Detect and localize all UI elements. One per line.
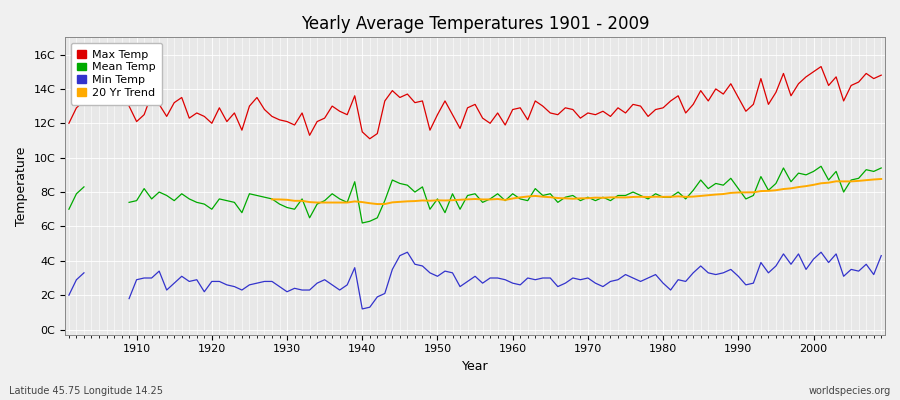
20 Yr Trend xyxy=(560,196,571,201)
Max Temp xyxy=(64,121,75,126)
Mean Temp xyxy=(342,200,353,205)
Min Temp xyxy=(297,288,308,292)
20 Yr Trend xyxy=(372,202,382,206)
20 Yr Trend xyxy=(748,190,759,195)
Mean Temp xyxy=(515,196,526,201)
Text: Latitude 45.75 Longitude 14.25: Latitude 45.75 Longitude 14.25 xyxy=(9,386,163,396)
Max Temp xyxy=(131,119,142,124)
Min Temp xyxy=(876,253,886,258)
X-axis label: Year: Year xyxy=(462,360,489,373)
Legend: Max Temp, Mean Temp, Min Temp, 20 Yr Trend: Max Temp, Mean Temp, Min Temp, 20 Yr Tre… xyxy=(71,43,162,104)
20 Yr Trend xyxy=(876,176,886,181)
20 Yr Trend xyxy=(417,198,428,203)
Min Temp xyxy=(342,282,353,287)
Mean Temp xyxy=(876,166,886,170)
Max Temp xyxy=(876,73,886,78)
Y-axis label: Temperature: Temperature xyxy=(15,146,28,226)
Max Temp xyxy=(297,110,308,115)
Mean Temp xyxy=(605,198,616,203)
20 Yr Trend xyxy=(266,197,277,202)
Line: 20 Yr Trend: 20 Yr Trend xyxy=(272,179,881,204)
Max Temp xyxy=(605,114,616,119)
20 Yr Trend xyxy=(447,198,458,203)
Min Temp xyxy=(64,293,75,298)
Min Temp xyxy=(605,279,616,284)
Mean Temp xyxy=(64,207,75,212)
Min Temp xyxy=(131,277,142,282)
Mean Temp xyxy=(297,196,308,201)
Mean Temp xyxy=(131,198,142,203)
Max Temp xyxy=(508,107,518,112)
Line: Mean Temp: Mean Temp xyxy=(69,166,881,223)
20 Yr Trend xyxy=(439,198,450,203)
Max Temp xyxy=(515,106,526,110)
Line: Max Temp: Max Temp xyxy=(69,66,881,139)
Line: Min Temp: Min Temp xyxy=(69,252,881,309)
20 Yr Trend xyxy=(763,188,774,193)
Title: Yearly Average Temperatures 1901 - 2009: Yearly Average Temperatures 1901 - 2009 xyxy=(301,15,649,33)
Text: worldspecies.org: worldspecies.org xyxy=(809,386,891,396)
Max Temp xyxy=(342,112,353,117)
Mean Temp xyxy=(508,191,518,196)
Min Temp xyxy=(515,282,526,287)
Min Temp xyxy=(508,281,518,286)
